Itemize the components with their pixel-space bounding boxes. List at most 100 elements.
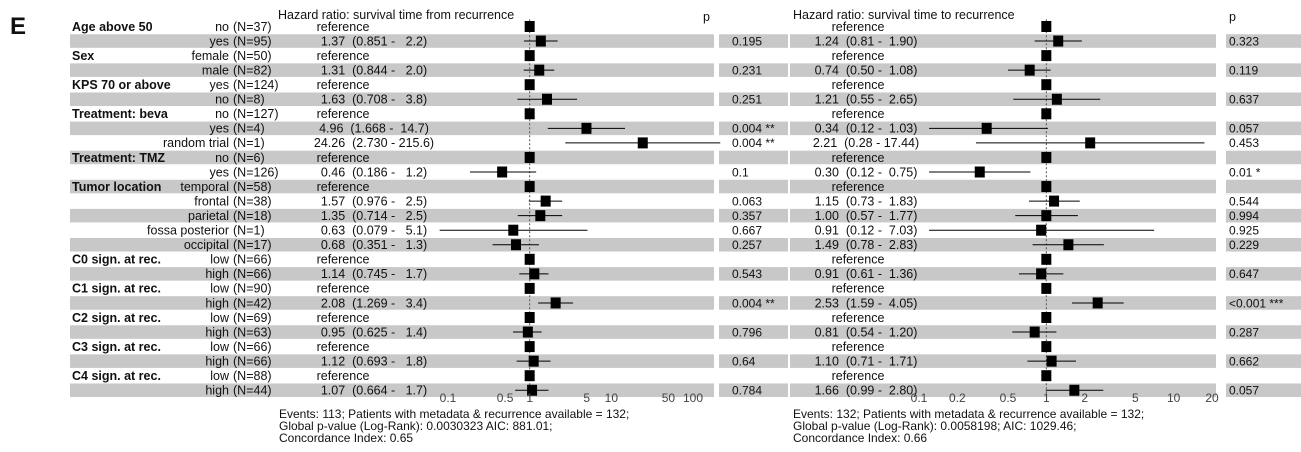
right-hr-text: reference xyxy=(832,180,885,194)
row-band xyxy=(719,354,788,368)
left-p-value: 0.1 xyxy=(732,165,749,179)
right-footer-line: Global p-value (Log-Rank): 0.0058198; AI… xyxy=(793,419,1077,433)
variable-label: Treatment: beva xyxy=(72,107,169,121)
right-hr-box xyxy=(1041,282,1052,294)
row-band xyxy=(1226,383,1301,398)
left-hr-box xyxy=(527,384,538,396)
variable-label: Tumor location xyxy=(72,180,161,194)
right-hr-text: 1.66 (0.99 - 2.80) xyxy=(815,384,918,398)
right-p-value: 0.647 xyxy=(1229,267,1259,281)
right-hr-text: 0.34 (0.12 - 1.03) xyxy=(815,122,918,136)
variable-label: Age above 50 xyxy=(72,20,153,34)
n-label: (N=66) xyxy=(233,340,272,354)
n-label: (N=66) xyxy=(233,253,272,267)
right-hr-text: 1.10 (0.71 - 1.71) xyxy=(815,354,918,368)
left-hr-box xyxy=(524,282,535,294)
level-label: low xyxy=(210,282,230,296)
right-hr-box xyxy=(981,122,992,134)
left-p-value: 0.543 xyxy=(732,267,762,281)
n-label: (N=95) xyxy=(233,34,272,48)
right-x-tick-label: 1 xyxy=(1043,391,1050,405)
row-band xyxy=(70,325,714,339)
level-label: no xyxy=(215,107,229,121)
right-hr-text: 0.91 (0.61 - 1.36) xyxy=(815,267,918,281)
left-footer-line: Global p-value (Log-Rank): 0.0030323 AIC… xyxy=(279,419,553,433)
right-footer-line: Events: 132; Patients with metadata & re… xyxy=(793,407,1144,421)
row-band xyxy=(719,34,788,48)
level-label: parietal xyxy=(188,209,229,223)
left-hr-box xyxy=(529,268,540,280)
n-label: (N=50) xyxy=(233,49,272,63)
row-band xyxy=(1226,354,1301,368)
n-label: (N=66) xyxy=(233,354,272,368)
right-hr-text: 0.74 (0.50 - 1.08) xyxy=(815,63,918,77)
level-label: fossa posterior xyxy=(147,224,229,238)
left-hr-box xyxy=(534,64,545,76)
row-band xyxy=(1226,325,1301,339)
right-hr-box xyxy=(974,166,985,178)
n-label: (N=1) xyxy=(233,136,265,150)
level-label: high xyxy=(205,325,229,339)
left-hr-text: reference xyxy=(317,151,370,165)
right-hr-text: 1.21 (0.55 - 2.65) xyxy=(815,93,918,107)
right-hr-text: 0.30 (0.12 - 0.75) xyxy=(815,165,918,179)
left-hr-box xyxy=(550,297,561,309)
level-label: yes xyxy=(210,78,229,92)
left-hr-box xyxy=(535,210,546,222)
left-hr-box xyxy=(524,151,535,163)
right-hr-box xyxy=(1041,108,1052,120)
row-band xyxy=(719,150,788,165)
row-band xyxy=(790,267,1216,281)
right-hr-box xyxy=(1051,93,1062,105)
left-hr-text: 1.57 (0.976 - 2.5) xyxy=(321,194,427,208)
right-hr-box xyxy=(1041,370,1052,382)
row-band xyxy=(70,92,714,107)
left-hr-text: reference xyxy=(317,78,370,92)
left-footer-line: Concordance Index: 0.65 xyxy=(279,431,413,445)
row-band xyxy=(70,354,714,368)
left-hr-text: reference xyxy=(317,107,370,121)
right-p-value: 0.057 xyxy=(1229,384,1259,398)
row-band xyxy=(1226,92,1301,107)
right-hr-box xyxy=(1063,239,1074,251)
n-label: (N=37) xyxy=(233,20,272,34)
row-band xyxy=(1226,150,1301,165)
row-band xyxy=(790,354,1216,368)
level-label: no xyxy=(215,20,229,34)
left-hr-text: 0.46 (0.186 - 1.2) xyxy=(321,165,427,179)
level-label: high xyxy=(205,354,229,368)
left-x-tick-label: 0.5 xyxy=(497,391,514,405)
row-band xyxy=(70,208,714,223)
left-hr-box xyxy=(540,195,551,207)
left-hr-box xyxy=(581,122,592,134)
row-band xyxy=(790,34,1216,48)
right-hr-box xyxy=(1041,181,1052,193)
row-band xyxy=(790,179,1216,194)
level-label: occipital xyxy=(184,238,229,252)
right-hr-text: reference xyxy=(832,311,885,325)
row-band xyxy=(719,92,788,107)
level-label: random trial xyxy=(163,136,229,150)
left-x-tick-label: 1 xyxy=(526,391,533,405)
right-hr-box xyxy=(1046,355,1057,367)
left-p-value: 0.004 ** xyxy=(732,136,775,150)
row-band xyxy=(1226,237,1301,252)
level-label: low xyxy=(210,253,230,267)
right-hr-box xyxy=(1041,341,1052,353)
left-hr-text: reference xyxy=(317,180,370,194)
left-hr-text: 1.37 (0.851 - 2.2) xyxy=(321,34,427,48)
right-p-value: 0.323 xyxy=(1229,34,1259,48)
right-hr-text: reference xyxy=(832,151,885,165)
right-hr-text: reference xyxy=(832,49,885,63)
right-hr-text: 1.24 (0.81 - 1.90) xyxy=(815,34,918,48)
right-x-tick-label: 10 xyxy=(1167,391,1181,405)
right-hr-text: 0.91 (0.12 - 7.03) xyxy=(815,224,918,238)
left-hr-box xyxy=(637,137,648,149)
variable-label: C4 sign. at rec. xyxy=(72,369,161,383)
left-p-value: 0.251 xyxy=(732,93,762,107)
right-hr-text: reference xyxy=(832,369,885,383)
level-label: low xyxy=(210,340,230,354)
variable-label: C0 sign. at rec. xyxy=(72,253,161,267)
right-hr-text: reference xyxy=(832,78,885,92)
